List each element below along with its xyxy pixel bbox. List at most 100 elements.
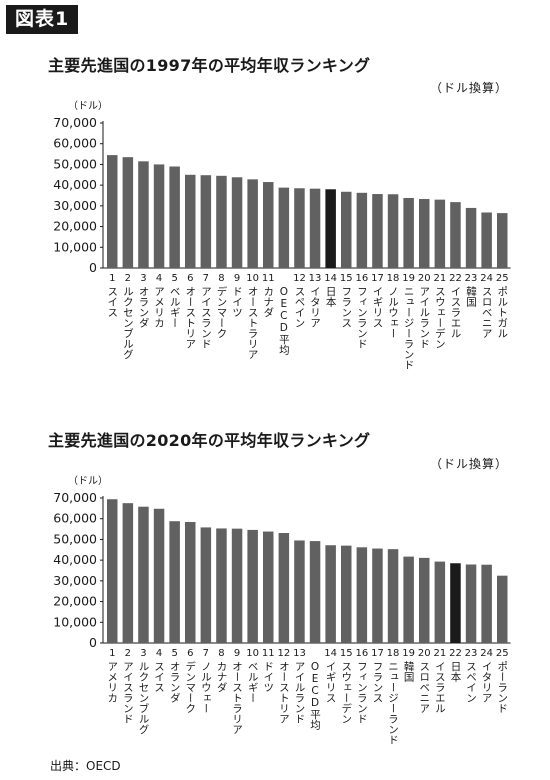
category-label: フランス [340,286,352,328]
bar [450,202,461,268]
bar [356,192,368,268]
category-label: ドイツ [262,661,274,693]
rank-label: 1 [109,648,115,659]
rank-label: 5 [171,273,177,284]
category-label: スイス [153,661,165,693]
bar [263,531,274,643]
category-label: スロベニア [418,661,430,714]
rank-label: 20 [418,273,431,284]
bar [278,187,290,268]
chart-title-2020: 主要先進国の2020年の平均年収ランキング [48,431,371,450]
category-label: ポーランド [496,661,508,714]
category-label: スロベニア [481,286,493,339]
source-note: 出典：OECD [50,759,121,773]
bar [294,540,305,643]
bar [200,527,212,643]
category-label: スウェーデン [434,286,446,349]
category-label: ニュージーランド [403,286,415,370]
bar [247,179,258,268]
rank-label: 21 [433,273,446,284]
bar [356,547,368,643]
bar [497,575,508,643]
rank-label: 23 [465,273,478,284]
bar [153,508,165,643]
bar [185,522,196,643]
rank-label: 13 [309,273,322,284]
bar [419,199,430,268]
y-tick-label: 40,000 [53,552,97,567]
bar [169,521,180,643]
rank-label: 10 [246,648,259,659]
category-label: スペイン [465,661,477,703]
bar [138,506,149,643]
category-label: デンマーク [184,660,196,713]
bar [247,529,258,643]
rank-label: 15 [340,648,353,659]
category-label: オーストラリア [247,286,259,360]
category-label: オーストリア [278,661,290,724]
y-tick-label: 20,000 [53,219,97,234]
category-label: イスラエル [434,661,446,714]
bar [325,545,336,643]
rank-label: 12 [293,273,306,284]
rank-label: 7 [203,648,209,659]
y-tick-label: 70,000 [53,490,97,505]
bar [387,549,399,643]
category-label: ベルギー [247,661,259,703]
rank-label: 16 [355,648,368,659]
bar [387,194,399,268]
category-label: ノルウェー [200,661,212,714]
rank-label: 20 [418,648,431,659]
y-tick-label: 40,000 [53,177,97,192]
y-tick-label: 30,000 [53,198,97,213]
rank-label: 4 [156,273,162,284]
category-label: ノルウェー [387,286,399,339]
rank-label: 24 [480,648,493,659]
category-label: アイルランド [293,661,305,724]
rank-label: 9 [234,648,240,659]
bar [216,175,227,268]
bar [341,545,352,643]
category-label: イタリア [481,661,493,703]
bar [372,194,383,268]
rank-label: 5 [171,648,177,659]
category-label: イタリア [309,286,321,328]
rank-label: 9 [234,273,240,284]
category-label: OECD平均 [278,286,290,356]
y-tick-label: 10,000 [53,614,97,629]
bar-chart-2020: （ドル） 0 10,000 20,000 30,000 40,000 50,000 60,00… [53,475,511,745]
rank-label: 19 [402,273,415,284]
rank-label: 17 [371,648,384,659]
bar [107,499,118,643]
y-tick-label: 60,000 [53,511,97,526]
rank-label: 8 [218,273,224,284]
category-label: スウェーデン [340,661,352,724]
category-label: ルクセンブルグ [122,286,134,360]
bar [434,199,446,268]
rank-label: 4 [156,648,162,659]
bar [309,188,321,268]
category-label: ドイツ [231,286,243,318]
rank-label: 2 [125,648,131,659]
bar [403,197,414,268]
bar [122,503,134,643]
rank-label: 21 [433,648,446,659]
category-label: アイスランド [122,661,134,724]
category-label: OECD平均 [309,661,321,731]
category-label: 韓国 [403,661,415,683]
y-tick-label: 0 [89,260,97,275]
bar [185,174,196,268]
bar [465,564,477,643]
bar [200,175,212,268]
bar [216,528,227,643]
rank-label: 1 [109,273,115,284]
category-label: ニュージーランド [387,661,399,745]
y-tick-label: 50,000 [53,156,97,171]
category-label: オーストラリア [231,661,243,735]
rank-label: 24 [480,273,493,284]
rank-label: 13 [293,648,306,659]
rank-label: 3 [140,648,146,659]
category-label: スイス [106,286,118,318]
category-label: フィンランド [356,286,368,349]
rank-label: 7 [203,273,209,284]
